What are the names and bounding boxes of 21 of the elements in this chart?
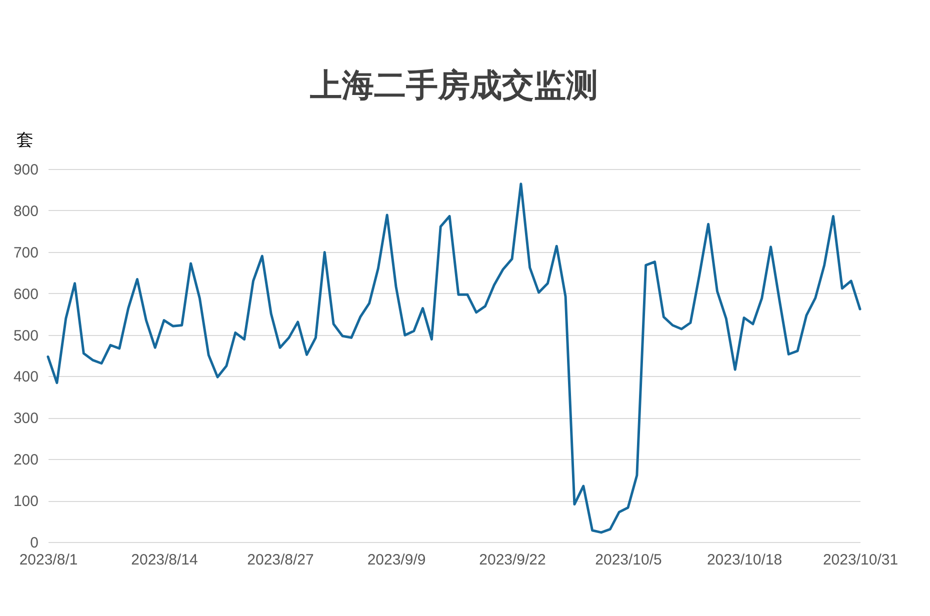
x-tick-label: 2023/9/22 (479, 552, 546, 568)
x-tick-label: 2023/8/27 (247, 552, 314, 568)
y-tick-label: 600 (13, 286, 38, 303)
y-tick-label: 400 (13, 368, 38, 386)
y-tick-label: 0 (30, 534, 38, 552)
x-tick-label: 2023/8/1 (19, 552, 78, 568)
y-tick-label: 800 (13, 202, 38, 220)
y-axis-title: 套 (16, 130, 34, 150)
line-series (46, 182, 862, 534)
x-tick-label: 2023/9/9 (367, 552, 426, 568)
x-tick-label: 2023/8/14 (131, 552, 198, 568)
y-tick-label: 200 (13, 452, 38, 469)
y-tick-label: 700 (13, 244, 38, 262)
y-tick-label: 500 (13, 327, 38, 344)
x-tick-label: 2023/10/18 (706, 552, 782, 568)
y-tick-label: 100 (13, 493, 38, 510)
x-tick-label: 2023/10/5 (595, 552, 662, 568)
x-tick-label: 2023/10/31 (822, 552, 898, 568)
chart-title: 上海二手房成交监测 (309, 67, 598, 103)
y-tick-label: 900 (13, 162, 38, 178)
y-tick-label: 300 (13, 410, 38, 428)
